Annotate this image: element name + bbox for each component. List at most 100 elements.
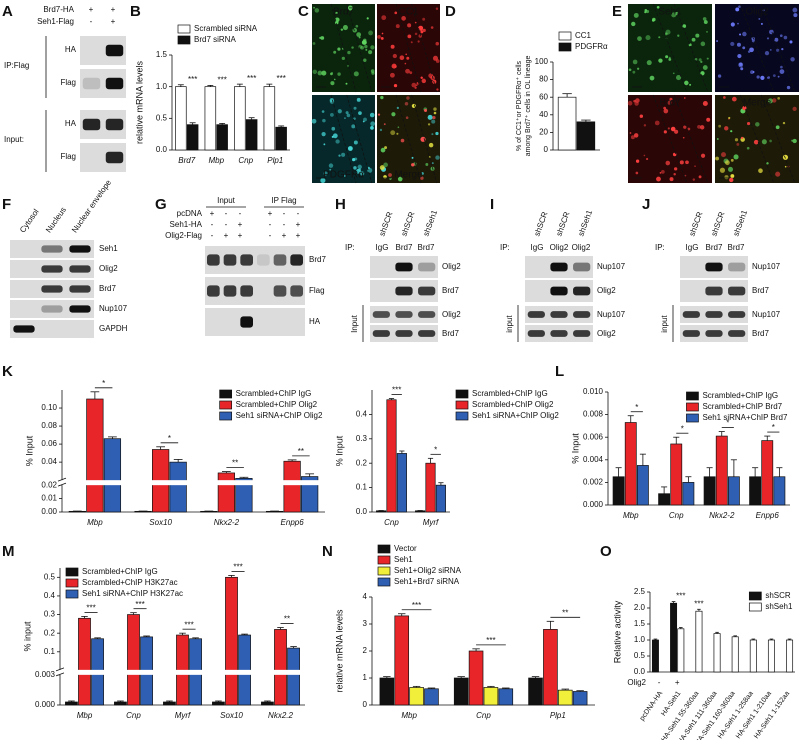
error-bar <box>248 117 255 120</box>
cell <box>781 48 784 51</box>
error-bar <box>733 635 737 637</box>
legend-label: Brd7 siRNA <box>194 35 236 44</box>
cell <box>730 130 733 133</box>
cell <box>313 6 315 9</box>
cell <box>651 19 655 22</box>
ip-label: IP: <box>500 243 510 252</box>
lane-mark: - <box>211 231 214 240</box>
lane-mark: + <box>282 231 287 240</box>
band-label: Nup107 <box>597 310 626 319</box>
blot-band <box>273 254 287 266</box>
error-bar <box>752 467 759 477</box>
cell <box>320 177 326 184</box>
panel-letter: N <box>322 543 333 560</box>
band-label: Flag <box>60 78 76 87</box>
blot-band <box>705 311 723 318</box>
error-bar <box>228 575 235 578</box>
cell <box>384 146 388 150</box>
channel-label: CC1 <box>398 7 418 18</box>
cell <box>342 25 348 31</box>
bar <box>677 628 685 673</box>
significance: *** <box>676 592 685 601</box>
error-bar <box>718 431 725 437</box>
error-bar <box>627 415 634 423</box>
cell <box>330 72 333 76</box>
bar <box>283 460 301 513</box>
y-tick-label: 1.0 <box>634 635 646 644</box>
ip-label: IP: <box>655 243 665 252</box>
cell <box>425 163 429 166</box>
significance: *** <box>184 620 193 629</box>
error-bar <box>290 646 297 649</box>
cell <box>390 130 396 136</box>
column-label: shSCR <box>709 210 726 237</box>
cell <box>345 111 349 115</box>
cell <box>420 176 424 180</box>
cell <box>643 154 646 157</box>
bar <box>670 443 683 506</box>
cell <box>706 117 711 122</box>
column-label: shSeh1 <box>731 208 749 237</box>
error-bar <box>697 608 701 612</box>
cell <box>637 36 642 41</box>
cell <box>737 22 739 25</box>
cell <box>341 152 346 157</box>
cell <box>646 9 650 14</box>
ip-lane-label: Brd7 <box>418 243 435 252</box>
cell <box>774 37 779 42</box>
cell <box>630 135 635 140</box>
blot-band <box>240 254 253 266</box>
significance: ** <box>232 459 238 468</box>
x-tick-label: Plp1 <box>550 711 566 720</box>
blot-band <box>395 330 413 337</box>
axis-title: among Brd7⁺ cells in OL lineage <box>524 56 532 157</box>
cell <box>728 116 731 120</box>
error-bar <box>487 685 495 688</box>
significance: * <box>635 403 638 412</box>
cell <box>353 71 359 77</box>
error-bar <box>399 450 405 454</box>
panel-letter: I <box>490 196 494 213</box>
panel-letter: C <box>298 3 309 20</box>
cell <box>436 88 439 91</box>
y-tick-label: 80 <box>539 75 548 84</box>
cell <box>397 176 403 182</box>
cell <box>435 41 440 46</box>
cell <box>629 132 632 134</box>
cell <box>390 44 395 49</box>
blot-band <box>69 285 91 293</box>
cell <box>728 166 733 172</box>
bar <box>695 610 703 673</box>
cell <box>343 174 346 177</box>
error-bar <box>576 690 584 692</box>
cell <box>694 165 696 168</box>
error-bar <box>177 84 184 87</box>
cell <box>716 40 718 42</box>
cell <box>392 53 397 59</box>
lane-mark: + <box>238 220 243 229</box>
error-bar <box>166 700 173 702</box>
panel-letter: A <box>2 3 13 20</box>
blot-band <box>240 316 253 328</box>
cell <box>667 127 670 130</box>
y-tick-label: 0.5 <box>156 113 168 122</box>
cell <box>400 138 405 143</box>
legend-label: Scrambled+ChIP H3K27ac <box>82 578 178 587</box>
bar <box>263 86 276 151</box>
bar <box>274 629 287 706</box>
cell <box>337 47 341 51</box>
cell <box>363 58 367 62</box>
cell <box>391 112 396 117</box>
cell <box>725 160 730 166</box>
cell <box>749 47 754 53</box>
cell <box>381 15 387 21</box>
cell <box>755 122 760 127</box>
cell <box>435 59 440 63</box>
cell <box>715 156 720 161</box>
dashed-boundary <box>739 94 775 184</box>
cell <box>698 175 702 179</box>
bar <box>713 633 721 673</box>
cell <box>760 22 763 25</box>
blot-band <box>82 77 101 90</box>
x-tick-label: Mbp <box>623 511 639 520</box>
